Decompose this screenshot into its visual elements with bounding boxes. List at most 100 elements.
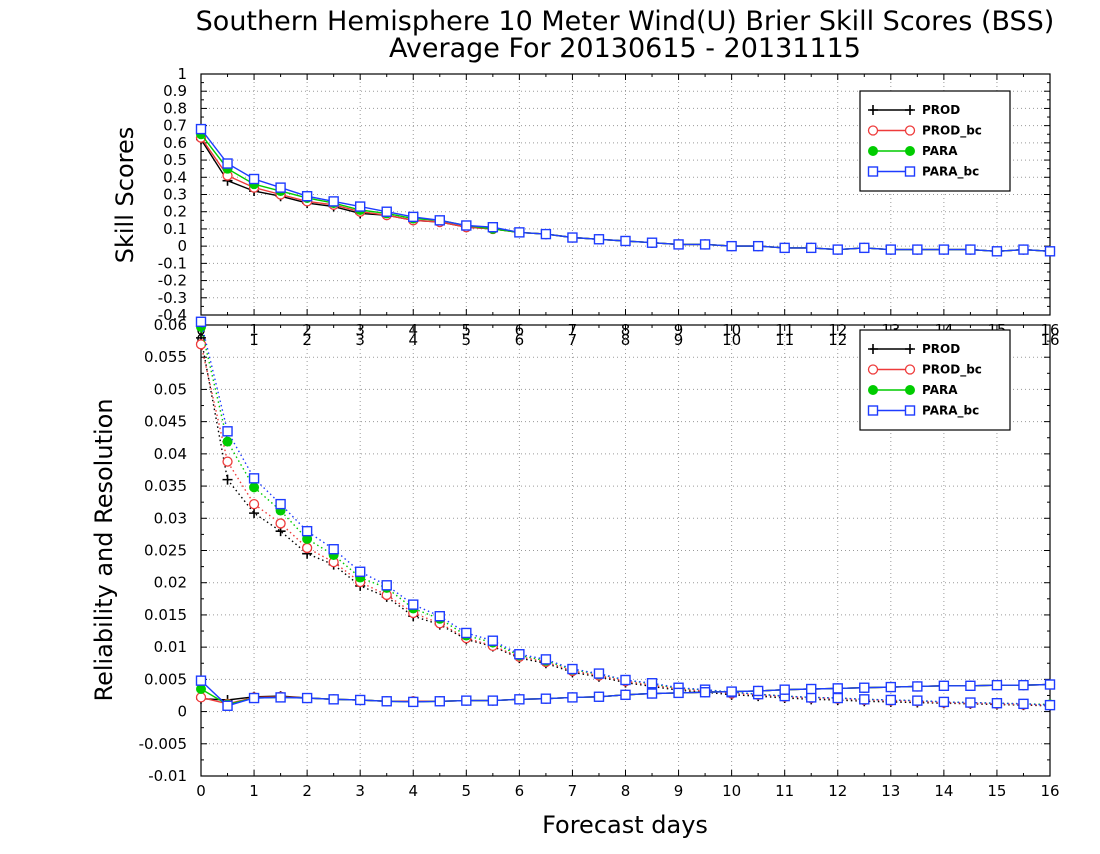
bottom-reliability-point-para-bc (752, 685, 764, 697)
bottom-reliability-point-para-bc (408, 696, 419, 708)
bottom-xtick-label: 8 (621, 782, 631, 800)
top-point-para-bc (752, 240, 764, 252)
top-point-para-bc (673, 239, 684, 250)
bottom-ytick-label: 0.015 (144, 606, 187, 624)
top-legend-label: PARA (922, 144, 958, 158)
bottom-xtick-label: 14 (934, 782, 953, 800)
bottom-resolution-line-prod-bc (200, 344, 1051, 706)
bottom-resolution-point-prod-bc (195, 339, 207, 350)
bottom-reliability-point-para-bc (461, 695, 472, 706)
top-ytick-label: 1 (177, 65, 187, 83)
bottom-reliability-point-para-bc (222, 700, 233, 711)
bottom-legend-label: PROD_bc (922, 363, 982, 378)
bottom-xtick-label: 5 (462, 782, 472, 800)
bottom-xtick-label-top: 7 (568, 331, 578, 349)
bottom-reliability-point-para-bc (965, 680, 976, 691)
bottom-reliability-point-para-bc (832, 683, 843, 694)
bottom-resolution-point-para-bc (275, 498, 286, 510)
top-point-para-bc (434, 215, 445, 226)
bottom-reliability-point-para-bc (434, 696, 445, 707)
top-ytick-label: 0.6 (163, 134, 187, 152)
bottom-reliability-point-para-bc (487, 695, 499, 706)
bottom-resolution-point-prod-bc (301, 542, 313, 554)
bottom-resolution-point-para-bc (646, 678, 658, 689)
top-legend-marker (904, 125, 916, 136)
bottom-xtick-label-top: 6 (515, 331, 525, 349)
bottom-reliability-point-para-bc (593, 691, 605, 702)
bottom-legend-marker (905, 385, 915, 395)
bottom-resolution-point-para-bc (620, 674, 631, 686)
bottom-xtick-label: 1 (249, 782, 259, 800)
top-ytick-label: -0.4 (158, 306, 187, 324)
bottom-reliability-point-prod-bc (195, 692, 207, 703)
top-ytick-label: -0.1 (158, 254, 187, 272)
top-point-para-bc (912, 244, 923, 255)
bottom-ytick-label: 0.035 (144, 477, 187, 495)
bottom-resolution-point-para-bc (540, 654, 552, 665)
bottom-xtick-label: 0 (196, 782, 206, 800)
top-point-para-bc (248, 173, 260, 185)
bottom-reliability-point-para (196, 684, 206, 695)
bottom-xtick-label: 3 (355, 782, 365, 800)
top-y-axis-label: Skill Scores (111, 127, 139, 264)
bottom-resolution-point-para-bc (248, 473, 260, 484)
top-legend-label: PARA_bc (922, 165, 979, 180)
top-ytick-label: 0.9 (163, 82, 187, 100)
bottom-reliability-point-para-bc (912, 681, 923, 692)
bottom-xtick-label: 11 (775, 782, 794, 800)
bottom-xtick-label: 10 (722, 782, 741, 800)
bottom-legend-label: PROD (922, 342, 960, 356)
top-point-para-bc (222, 158, 233, 169)
bottom-xtick-label-top: 10 (722, 331, 741, 349)
reliability-resolution-panel: -0.01 -0.005 0 0.005 0.01 0.015 0.02 0.025 0.03 0… (139, 316, 1060, 800)
bottom-y-axis-label: Reliability and Resolution (90, 398, 118, 701)
bottom-reliability-point-para-bc (859, 682, 870, 693)
bottom-resolution-point-para-bc (832, 692, 843, 704)
top-point-para-bc (1018, 244, 1029, 255)
bottom-resolution-point-prod (222, 474, 233, 485)
top-ytick-label: 0.3 (163, 186, 187, 204)
bottom-reliability-point-para-bc (328, 694, 339, 705)
bottom-ytick-label: 0.01 (154, 638, 187, 656)
bottom-resolution-point-para-bc (222, 426, 233, 437)
bottom-xtick-label-top: 4 (408, 331, 418, 349)
bottom-resolution-point-para-bc (328, 544, 339, 555)
top-ytick-label: 0.2 (163, 203, 187, 221)
bottom-reliability-point-para-bc (275, 692, 286, 703)
top-point-para-bc (195, 123, 207, 135)
bottom-ytick-label: 0 (177, 703, 187, 721)
bottom-ytick-label: 0.005 (144, 670, 187, 688)
bottom-resolution-point-para-bc (381, 580, 392, 591)
bottom-resolution-point-para-bc (593, 668, 605, 679)
bottom-reliability-point-para-bc (991, 679, 1003, 691)
bottom-resolution-point-para-bc (195, 316, 207, 327)
top-point-para-bc (381, 206, 392, 217)
top-point-para-bc (699, 239, 711, 250)
top-point-para-bc (620, 235, 631, 247)
bottom-xtick-label: 16 (1040, 782, 1059, 800)
bottom-legend-marker (867, 364, 879, 375)
skill-score-panel: -0.4-0.3-0.2-0.100.10.20.30.40.50.60.70.… (158, 65, 1060, 339)
bottom-resolution-point-para-bc (434, 611, 445, 622)
bottom-resolution-point-para-bc (487, 635, 499, 646)
top-point-para-bc (726, 240, 737, 252)
bottom-legend-marker (868, 385, 878, 395)
bottom-xtick-label: 12 (828, 782, 847, 800)
chart-title-line1: Southern Hemisphere 10 Meter Wind(U) Bri… (196, 6, 1055, 37)
bottom-ytick-label: 0.04 (154, 445, 187, 463)
top-point-para-bc (567, 232, 578, 243)
top-legend-marker (905, 146, 915, 156)
bottom-reliability-point-para-bc (646, 688, 658, 699)
top-point-para-bc (514, 227, 525, 238)
bottom-reliability-point-para-bc (248, 692, 260, 704)
top-ytick-label: 0.5 (163, 151, 187, 169)
top-point-para-bc (487, 222, 499, 233)
bottom-resolution-line-prod (200, 337, 1051, 707)
bottom-xtick-label: 15 (987, 782, 1006, 800)
bottom-xtick-label-top: 3 (355, 331, 365, 349)
bottom-xtick-label-top: 8 (621, 331, 631, 349)
top-point-para-bc (885, 244, 897, 255)
bottom-reliability-point-para-bc (381, 696, 392, 707)
bottom-reliability-point-para-bc (673, 687, 684, 699)
